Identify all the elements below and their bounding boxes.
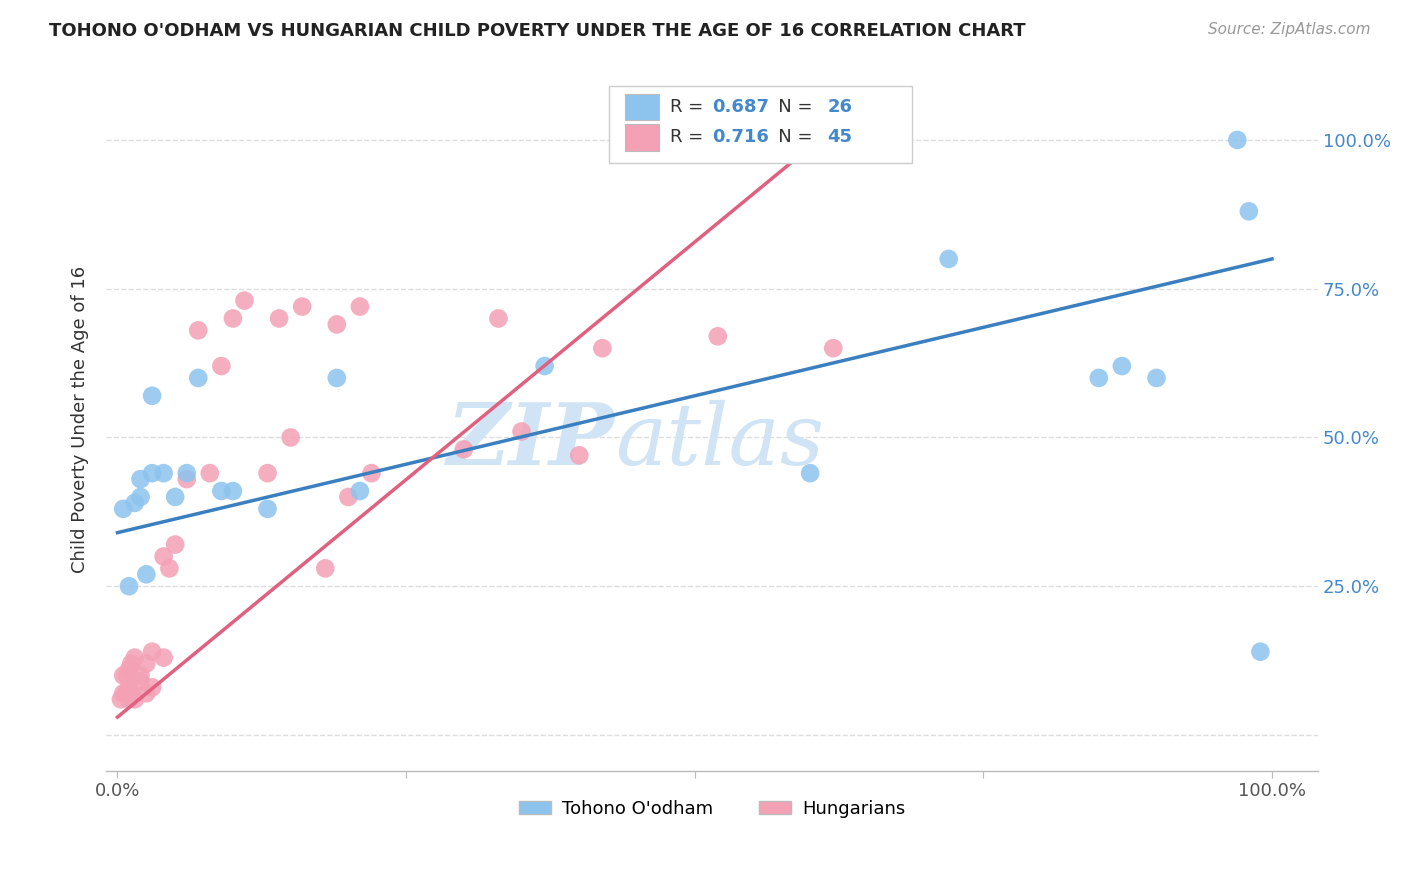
Point (112, 686, 135, 700)
Point (291, 300, 314, 314)
Point (707, 329, 730, 343)
Point (118, 579, 141, 593)
Point (176, 472, 198, 486)
Point (112, 501, 135, 516)
Point (314, 561, 336, 575)
Point (141, 389, 163, 403)
Text: 45: 45 (827, 128, 852, 146)
Point (568, 448, 591, 462)
Point (222, 311, 245, 326)
Y-axis label: Child Poverty Under the Age of 16: Child Poverty Under the Age of 16 (72, 266, 89, 574)
Point (176, 466, 198, 480)
Point (118, 663, 141, 677)
FancyBboxPatch shape (609, 86, 912, 163)
Point (591, 341, 613, 355)
Text: ZIP: ZIP (447, 399, 614, 483)
FancyBboxPatch shape (624, 94, 658, 120)
Point (349, 483, 371, 498)
Point (349, 300, 371, 314)
Point (118, 681, 141, 695)
Point (187, 371, 209, 385)
Point (326, 318, 349, 332)
Point (124, 496, 146, 510)
Point (135, 686, 157, 700)
Point (360, 466, 382, 480)
Point (510, 425, 533, 439)
Text: R =: R = (669, 98, 709, 116)
Point (115, 686, 138, 700)
Point (488, 311, 510, 326)
Point (823, 341, 845, 355)
Point (141, 466, 163, 480)
Point (152, 650, 174, 665)
Point (1249, 645, 1271, 659)
FancyBboxPatch shape (624, 124, 658, 151)
Point (533, 359, 555, 373)
Point (112, 668, 135, 682)
Point (129, 490, 152, 504)
Point (141, 645, 163, 659)
Point (129, 674, 152, 689)
Point (115, 668, 138, 682)
Text: 0.716: 0.716 (711, 128, 769, 146)
Point (326, 371, 349, 385)
Point (256, 466, 278, 480)
Point (152, 466, 174, 480)
Point (1087, 371, 1109, 385)
Point (938, 252, 960, 266)
Point (124, 692, 146, 706)
Point (141, 681, 163, 695)
Point (198, 466, 221, 480)
Point (124, 650, 146, 665)
Text: TOHONO O'ODHAM VS HUNGARIAN CHILD POVERTY UNDER THE AGE OF 16 CORRELATION CHART: TOHONO O'ODHAM VS HUNGARIAN CHILD POVERT… (49, 22, 1026, 40)
Point (256, 501, 278, 516)
Point (1146, 371, 1168, 385)
Text: N =: N = (761, 128, 818, 146)
Point (135, 657, 157, 671)
Point (118, 692, 141, 706)
Point (453, 442, 475, 457)
Point (135, 567, 157, 582)
Text: Source: ZipAtlas.com: Source: ZipAtlas.com (1208, 22, 1371, 37)
Point (129, 668, 152, 682)
Point (1226, 133, 1249, 147)
Point (187, 323, 209, 337)
Point (337, 490, 360, 504)
Point (165, 490, 187, 504)
Point (157, 561, 180, 575)
Point (267, 311, 290, 326)
Point (209, 359, 232, 373)
Point (110, 692, 132, 706)
Point (120, 657, 142, 671)
Point (233, 293, 256, 308)
Legend: Tohono O'odham, Hungarians: Tohono O'odham, Hungarians (512, 792, 912, 825)
Point (209, 483, 232, 498)
Point (165, 538, 187, 552)
Text: 0.687: 0.687 (711, 98, 769, 116)
Point (152, 549, 174, 564)
Point (799, 466, 821, 480)
Point (799, 133, 821, 147)
Point (129, 472, 152, 486)
Point (280, 430, 302, 444)
Text: R =: R = (669, 128, 709, 146)
Point (1237, 204, 1260, 219)
Text: N =: N = (761, 98, 818, 116)
Point (1111, 359, 1133, 373)
Text: atlas: atlas (614, 400, 824, 482)
Point (222, 483, 245, 498)
Text: 26: 26 (827, 98, 852, 116)
Point (120, 686, 142, 700)
